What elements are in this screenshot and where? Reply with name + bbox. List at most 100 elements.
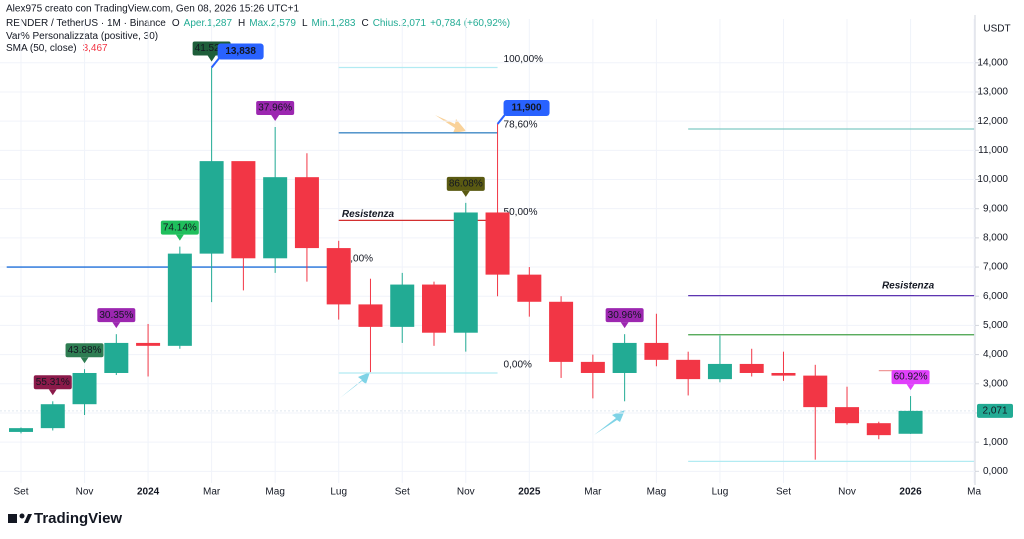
legend-key: C <box>361 18 368 29</box>
legend-key: O <box>172 18 180 29</box>
candle-body <box>199 161 224 254</box>
x-tick-label: 2025 <box>518 487 541 498</box>
candle-body <box>676 359 701 380</box>
label-pointer <box>620 322 629 329</box>
x-tick-label: Nov <box>457 487 475 498</box>
symbol: RENDER / TetherUS · 1M · Binance <box>6 18 166 29</box>
tag-pointer <box>210 56 221 69</box>
legend-key: H <box>238 18 245 29</box>
y-tick-label: 7,000 <box>983 262 1008 273</box>
indicator-name: SMA (50, close) <box>6 43 77 54</box>
price-tag: 13,838 <box>225 46 256 57</box>
x-tick-label: Nov <box>838 487 856 498</box>
legend-key: L <box>302 18 308 29</box>
label-pointer <box>271 114 280 121</box>
var-label: 30.96% <box>608 310 642 321</box>
label-pointer <box>207 55 216 62</box>
label-pointer <box>112 322 121 329</box>
x-tick-label: Mag <box>647 487 666 498</box>
candle-body <box>453 212 478 333</box>
logo-mark <box>24 514 32 523</box>
logo-mark <box>19 513 25 519</box>
candle-body <box>9 428 33 432</box>
x-tick-label: Set <box>776 487 791 498</box>
legend-value: Max.2,579 <box>249 18 296 29</box>
y-tick-label: 8,000 <box>983 233 1008 244</box>
y-tick-label: 5,000 <box>983 320 1008 331</box>
x-tick-label: Set <box>13 487 28 498</box>
price-tag-box <box>503 100 550 117</box>
y-tick-label: 11,000 <box>978 145 1008 156</box>
arrow <box>435 115 466 133</box>
level-label: 0,00% <box>504 360 532 371</box>
candle-body <box>167 253 192 346</box>
y-tick-label: 4,000 <box>983 349 1008 360</box>
y-tick-label: 12,000 <box>977 116 1008 127</box>
var-label-box <box>97 308 136 323</box>
price-tag: 11,900 <box>512 103 542 114</box>
price-tag-box <box>217 43 264 60</box>
x-tick-label: Ma <box>967 487 981 498</box>
legend-value: +0,784 (+60,92%) <box>430 18 510 29</box>
candle-body <box>644 342 669 360</box>
candle-body <box>866 423 891 436</box>
candle-body <box>390 284 415 327</box>
var-label-box <box>891 370 930 385</box>
x-tick-label: Mar <box>584 487 602 498</box>
label-pointer <box>906 384 915 391</box>
var-label-box <box>65 343 104 358</box>
x-tick-label: Mag <box>265 487 284 498</box>
level-label: 50,00% <box>504 207 538 218</box>
var-label: 37.96% <box>258 103 292 114</box>
level-label: 100,00% <box>504 54 544 65</box>
var-label: 60.92% <box>894 372 928 383</box>
var-label: 86.08% <box>449 178 483 189</box>
indicator-value: 3,467 <box>83 43 108 54</box>
candle-body <box>898 410 923 434</box>
var-label: 41.52% <box>195 43 229 54</box>
candle-body <box>803 375 828 408</box>
logo <box>8 513 32 523</box>
indicator-name: Var% Personalizzata (positive, 30) <box>6 31 158 42</box>
candle-body <box>612 342 637 373</box>
var-label: 74.14% <box>163 222 197 233</box>
var-label-box <box>33 375 72 390</box>
var-label: 30.35% <box>99 310 133 321</box>
y-tick-label: 3,000 <box>983 378 1008 389</box>
var-label-box <box>160 220 199 235</box>
candle-body <box>739 363 764 373</box>
x-tick-label: Lug <box>712 487 729 498</box>
annotation: Resistenza <box>342 209 395 220</box>
candle-body <box>358 304 383 327</box>
legend-value: Min.1,283 <box>312 18 356 29</box>
candle-body <box>326 248 351 305</box>
var-label: 55.31% <box>36 377 70 388</box>
label-pointer <box>80 357 89 364</box>
candle-body <box>231 161 256 259</box>
candle-body <box>263 177 288 259</box>
tag-pointer <box>496 113 507 125</box>
annotation: Resistenza <box>882 281 935 292</box>
candle-body <box>835 407 860 424</box>
candle-body <box>294 177 319 249</box>
legend-value: Chius.2,071 <box>373 18 427 29</box>
y-tick-label: 14,000 <box>977 57 1008 68</box>
x-tick-label: 2026 <box>899 487 922 498</box>
x-tick-label: Nov <box>76 487 94 498</box>
var-label-box <box>256 100 295 115</box>
logo-mark <box>8 514 17 523</box>
last-price-label: 2,071 <box>982 406 1007 417</box>
last-price-box <box>977 403 1013 418</box>
indicator: SMA (50, close) 3,467 <box>6 43 108 54</box>
indicator: Var% Personalizzata (positive, 30) <box>6 31 158 42</box>
label-pointer <box>175 234 184 241</box>
level-label: 78,60% <box>504 119 538 130</box>
y-tick-label: 6,000 <box>983 291 1008 302</box>
candle-body <box>707 363 732 380</box>
arrow <box>594 410 625 435</box>
candle-body <box>40 404 65 429</box>
x-tick-label: Lug <box>330 487 347 498</box>
legend-value: Aper.1,287 <box>184 18 233 29</box>
candle-body <box>580 361 605 373</box>
